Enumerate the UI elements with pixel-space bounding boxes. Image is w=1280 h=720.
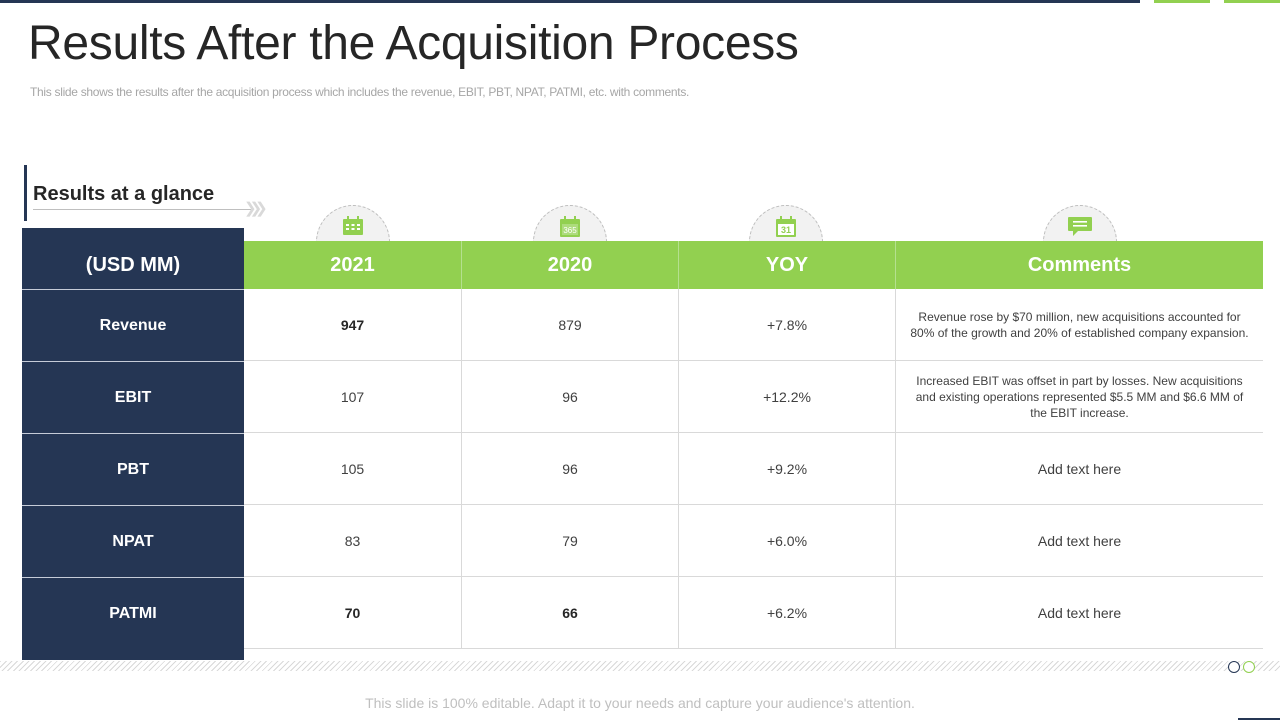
slide-title: Results After the Acquisition Process bbox=[28, 17, 799, 70]
top-accent-green-2 bbox=[1224, 0, 1280, 3]
cell-pbt-2021: 105 bbox=[244, 433, 461, 505]
calendar-31-badge: 31 bbox=[749, 205, 823, 242]
corner-accent bbox=[1238, 718, 1280, 720]
slide-subtitle: This slide shows the results after the a… bbox=[30, 85, 690, 99]
cell-patmi-2020: 66 bbox=[461, 577, 678, 649]
cell-npat-comment[interactable]: Add text here bbox=[895, 505, 1263, 577]
row-label-npat: NPAT bbox=[22, 505, 244, 577]
calendar-365-icon: 365 bbox=[560, 216, 580, 237]
header-comments: Comments bbox=[895, 241, 1263, 289]
section-underline bbox=[33, 209, 251, 210]
calendar-365-text: 365 bbox=[563, 226, 577, 235]
cell-npat-yoy: +6.0% bbox=[678, 505, 895, 577]
top-accent-bar bbox=[0, 0, 1140, 3]
cell-revenue-2020: 879 bbox=[461, 289, 678, 361]
header-2020: 2020 bbox=[461, 241, 678, 289]
cell-ebit-2020: 96 bbox=[461, 361, 678, 433]
header-2021: 2021 bbox=[330, 253, 375, 276]
cell-patmi-comment[interactable]: Add text here bbox=[895, 577, 1263, 649]
calendar-grid-icon bbox=[343, 216, 363, 235]
section-marker bbox=[24, 165, 27, 221]
cell-pbt-comment[interactable]: Add text here bbox=[895, 433, 1263, 505]
cell-revenue-yoy: +7.8% bbox=[678, 289, 895, 361]
footer-note: This slide is 100% editable. Adapt it to… bbox=[365, 695, 915, 711]
cell-ebit-comment: Increased EBIT was offset in part by los… bbox=[895, 361, 1263, 433]
green-circle-icon bbox=[1243, 661, 1255, 673]
row-label-revenue: Revenue bbox=[22, 289, 244, 361]
row-label-pbt: PBT bbox=[22, 433, 244, 505]
chevrons-icon: ❯❯❯ bbox=[244, 200, 268, 217]
header-yoy: YOY bbox=[678, 241, 895, 289]
speech-bubble-badge bbox=[1043, 205, 1117, 242]
cell-revenue-comment: Revenue rose by $70 million, new acquisi… bbox=[895, 289, 1263, 361]
calendar-31-text: 31 bbox=[781, 225, 791, 235]
unit-header: (USD MM) bbox=[85, 253, 181, 276]
navy-circle-icon bbox=[1228, 661, 1240, 673]
row-label-ebit: EBIT bbox=[22, 361, 244, 433]
cell-pbt-yoy: +9.2% bbox=[678, 433, 895, 505]
table-header-bar bbox=[244, 241, 1263, 289]
top-accent-green-1 bbox=[1154, 0, 1210, 3]
calendar-365-badge: 365 bbox=[533, 205, 607, 242]
speech-bubble-icon bbox=[1068, 217, 1092, 236]
cell-patmi-2021: 70 bbox=[244, 577, 461, 649]
calendar-grid-badge bbox=[316, 205, 390, 242]
cell-ebit-2021: 107 bbox=[244, 361, 461, 433]
calendar-31-icon: 31 bbox=[776, 216, 796, 237]
cell-npat-2021: 83 bbox=[244, 505, 461, 577]
cell-revenue-2021: 947 bbox=[244, 289, 461, 361]
cell-pbt-2020: 96 bbox=[461, 433, 678, 505]
footer-stripe bbox=[0, 661, 1280, 671]
cell-ebit-yoy: +12.2% bbox=[678, 361, 895, 433]
row-label-column bbox=[22, 228, 244, 660]
row-label-patmi: PATMI bbox=[22, 577, 244, 649]
cell-npat-2020: 79 bbox=[461, 505, 678, 577]
section-label: Results at a glance bbox=[33, 183, 215, 205]
cell-patmi-yoy: +6.2% bbox=[678, 577, 895, 649]
